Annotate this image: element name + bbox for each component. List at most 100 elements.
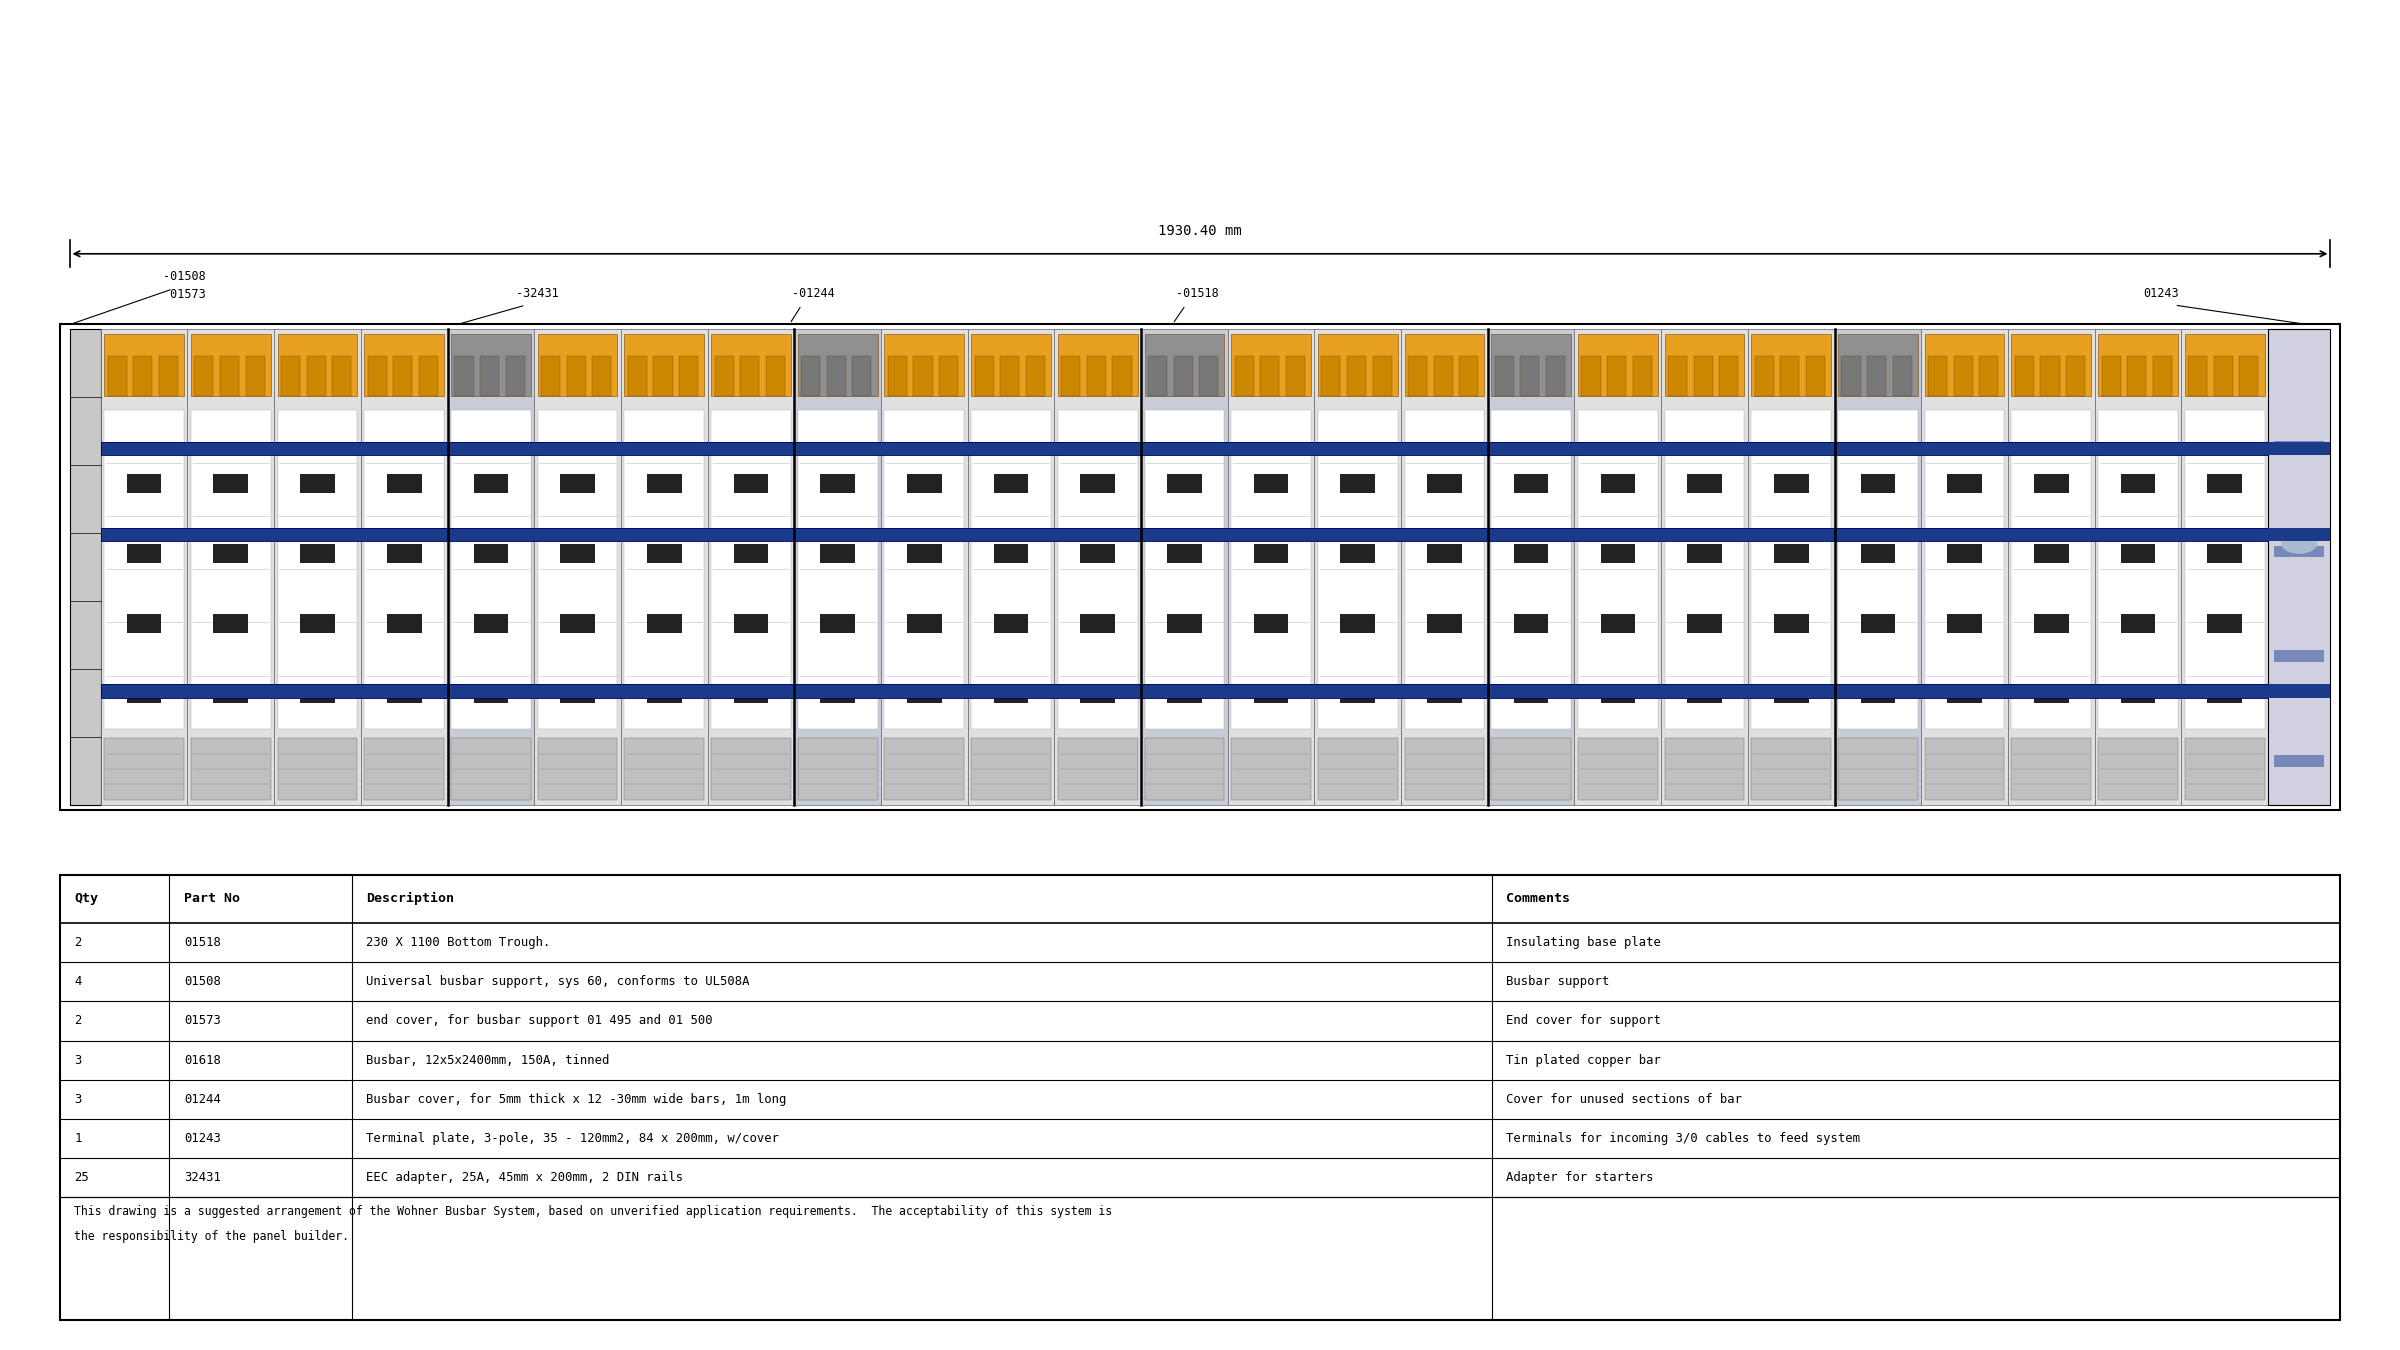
Bar	[101, 684, 2268, 698]
Bar	[451, 738, 530, 799]
Bar	[535, 684, 622, 698]
Bar	[1315, 528, 1402, 541]
Bar	[2095, 528, 2182, 541]
Text: 230 X 1100 Bottom Trough.: 230 X 1100 Bottom Trough.	[367, 936, 550, 949]
Bar	[2184, 738, 2266, 799]
Bar	[1718, 356, 1738, 396]
Text: Busbar cover, for 5mm thick x 12 -30mm wide bars, 1m long: Busbar cover, for 5mm thick x 12 -30mm w…	[367, 1094, 787, 1106]
Bar	[972, 335, 1051, 396]
Bar	[1404, 410, 1483, 729]
Bar	[1922, 528, 2009, 541]
Bar	[2095, 441, 2182, 455]
Bar	[1922, 441, 2009, 455]
Bar	[821, 544, 854, 563]
Bar	[394, 356, 413, 396]
Bar	[1838, 410, 1918, 729]
Bar	[278, 335, 358, 396]
Bar	[1260, 356, 1279, 396]
Bar	[1428, 614, 1462, 633]
Bar	[2066, 356, 2086, 396]
Bar	[1058, 335, 1138, 396]
Bar	[794, 684, 881, 698]
Bar	[540, 356, 559, 396]
Bar	[1922, 684, 2009, 698]
Bar	[101, 528, 2268, 541]
Bar	[1342, 684, 1375, 703]
Bar	[1577, 410, 1658, 729]
Bar	[1661, 684, 1747, 698]
Text: Terminal plate, 3-pole, 35 - 120mm2, 84 x 200mm, w/cover: Terminal plate, 3-pole, 35 - 120mm2, 84 …	[367, 1133, 780, 1145]
Text: 2: 2	[74, 1014, 82, 1027]
Bar	[1514, 684, 1548, 703]
Bar	[1229, 441, 1315, 455]
Bar	[2275, 441, 2323, 454]
Bar	[535, 528, 622, 541]
Bar	[473, 474, 509, 493]
Bar	[1166, 684, 1202, 703]
Bar	[1867, 356, 1886, 396]
Bar	[881, 684, 967, 698]
Bar	[2208, 544, 2242, 563]
Bar	[1488, 528, 1574, 541]
Bar	[1488, 441, 1574, 455]
Bar	[2009, 329, 2095, 805]
Bar	[1601, 544, 1634, 563]
Bar	[1166, 614, 1202, 633]
Bar	[1166, 544, 1202, 563]
Bar	[480, 356, 499, 396]
Text: 32431: 32431	[185, 1172, 221, 1184]
Bar	[967, 528, 1054, 541]
Bar	[1608, 356, 1627, 396]
Bar	[1166, 474, 1202, 493]
Bar	[794, 329, 881, 805]
Bar	[734, 474, 768, 493]
Bar	[1601, 614, 1634, 633]
Bar	[1025, 356, 1044, 396]
Bar	[1001, 356, 1020, 396]
Bar	[360, 684, 446, 698]
Bar	[710, 738, 792, 799]
Bar	[648, 544, 682, 563]
Bar	[1322, 356, 1342, 396]
Bar	[566, 356, 586, 396]
Bar	[1428, 544, 1462, 563]
Bar	[1632, 356, 1651, 396]
Bar	[2102, 356, 2122, 396]
Text: 2: 2	[74, 936, 82, 949]
Bar	[1687, 474, 1721, 493]
Text: -01244: -01244	[792, 286, 835, 300]
Bar	[214, 684, 247, 703]
Bar	[2184, 335, 2266, 396]
Bar	[187, 684, 274, 698]
Bar	[679, 356, 698, 396]
Bar	[797, 738, 878, 799]
Text: Terminals for incoming 3/0 cables to feed system: Terminals for incoming 3/0 cables to fee…	[1507, 1133, 1860, 1145]
Bar	[300, 614, 336, 633]
Bar	[187, 329, 274, 805]
Bar	[1834, 441, 1922, 455]
Text: Cover for unused sections of bar: Cover for unused sections of bar	[1507, 1094, 1742, 1106]
Text: -01508: -01508	[163, 270, 206, 284]
Text: Description: Description	[367, 892, 454, 906]
Bar	[2213, 356, 2232, 396]
Bar	[1946, 544, 1982, 563]
Bar	[1402, 684, 1488, 698]
Bar	[60, 875, 2340, 1320]
Bar	[2208, 614, 2242, 633]
Bar	[1925, 410, 2004, 729]
Bar	[214, 614, 247, 633]
Bar	[1373, 356, 1392, 396]
Text: Adapter for starters: Adapter for starters	[1507, 1172, 1654, 1184]
Bar	[2182, 528, 2268, 541]
Bar	[1666, 738, 1745, 799]
Bar	[821, 474, 854, 493]
Bar	[1980, 356, 1999, 396]
Bar	[127, 544, 161, 563]
Bar	[710, 410, 792, 729]
Bar	[2011, 738, 2090, 799]
Bar	[386, 614, 422, 633]
Text: Tin plated copper bar: Tin plated copper bar	[1507, 1053, 1661, 1066]
Bar	[1054, 528, 1140, 541]
Bar	[274, 441, 360, 455]
Bar	[1577, 335, 1658, 396]
